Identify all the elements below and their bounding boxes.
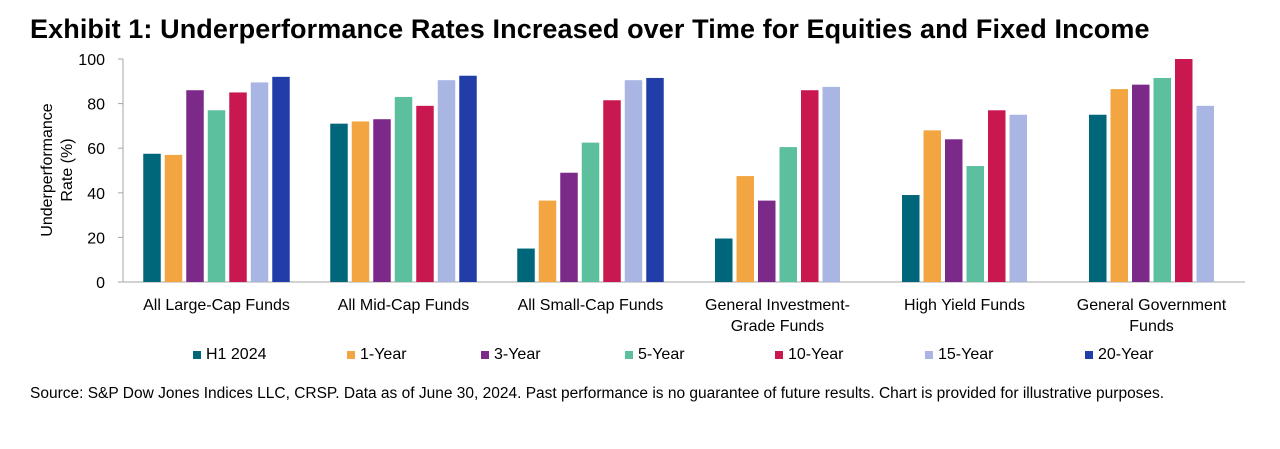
bar-1-year xyxy=(538,200,557,282)
y-tick-label: 100 xyxy=(78,52,105,69)
x-category-label: All Small-Cap Funds xyxy=(518,297,664,314)
bar-1-year xyxy=(164,154,183,282)
source-note: Source: S&P Dow Jones Indices LLC, CRSP.… xyxy=(30,385,1165,402)
legend: H1 2024 1-Year 3-Year 5-Year 10-Year 15-Year 2… xyxy=(0,346,1280,366)
legend-swatch xyxy=(347,351,355,359)
bar-h1-2024 xyxy=(902,195,920,282)
y-tick-label: 40 xyxy=(87,186,105,203)
bar-3-year xyxy=(758,200,776,282)
bar-h1-2024 xyxy=(1089,114,1107,282)
x-category-label: All Large-Cap Funds xyxy=(143,297,290,314)
bar-h1-2024 xyxy=(330,123,348,282)
bar-3-year xyxy=(373,119,391,283)
legend-item: 15-Year xyxy=(925,346,993,364)
legend-swatch xyxy=(481,351,489,359)
x-category-label: General Government Funds xyxy=(1077,297,1227,335)
legend-swatch xyxy=(625,351,633,359)
bar-15-year xyxy=(250,82,269,282)
bar-20-year xyxy=(646,77,664,282)
bar-5-year xyxy=(581,142,600,282)
bar-20-year xyxy=(272,76,290,282)
legend-label: 10-Year xyxy=(788,346,844,363)
bar-5-year xyxy=(966,166,984,282)
x-category-label: General Investment-Grade Funds xyxy=(705,297,850,335)
legend-label: 1-Year xyxy=(360,346,407,363)
legend-item: 10-Year xyxy=(775,346,843,364)
bar-5-year xyxy=(207,110,226,282)
bar-1-year xyxy=(1110,89,1128,282)
legend-item: 1-Year xyxy=(347,346,407,364)
bar-15-year xyxy=(1196,105,1214,282)
bar-5-year xyxy=(394,96,413,282)
bar-15-year xyxy=(822,86,840,282)
bar-h1-2024 xyxy=(143,153,161,282)
bar-10-year xyxy=(988,110,1006,282)
y-axis-label: Underperformance Rate (%) xyxy=(39,103,76,237)
legend-label: 5-Year xyxy=(638,346,685,363)
legend-item: 20-Year xyxy=(1085,346,1153,364)
y-tick-label: 0 xyxy=(96,275,105,292)
bar-1-year xyxy=(923,130,941,282)
legend-item: 3-Year xyxy=(481,346,541,364)
bar-15-year xyxy=(1009,114,1027,282)
bar-5-year xyxy=(1153,77,1171,282)
bar-3-year xyxy=(945,139,963,282)
legend-item: H1 2024 xyxy=(193,346,267,364)
legend-label: 20-Year xyxy=(1098,346,1154,363)
legend-label: 3-Year xyxy=(494,346,541,363)
bar-20-year xyxy=(459,75,477,282)
bar-10-year xyxy=(603,100,621,282)
bar-h1-2024 xyxy=(715,238,733,282)
bar-3-year xyxy=(1132,84,1150,283)
legend-swatch xyxy=(193,351,201,359)
chart-title: Exhibit 1: Underperformance Rates Increa… xyxy=(30,14,1150,44)
y-tick-label: 60 xyxy=(87,141,105,158)
bar-5-year xyxy=(779,147,797,282)
legend-label: H1 2024 xyxy=(206,346,267,363)
bar-10-year xyxy=(801,90,819,282)
bar-10-year xyxy=(229,92,247,282)
bar-1-year xyxy=(351,121,370,282)
bar-10-year xyxy=(1175,59,1193,282)
legend-item: 5-Year xyxy=(625,346,685,364)
legend-swatch xyxy=(1085,351,1093,359)
bar-3-year xyxy=(560,172,578,282)
bar-15-year xyxy=(437,80,456,282)
legend-swatch xyxy=(925,351,933,359)
bar-10-year xyxy=(416,105,434,282)
bar-15-year xyxy=(624,80,643,282)
y-tick-label: 80 xyxy=(87,97,105,114)
bar-3-year xyxy=(186,90,204,282)
bar-1-year xyxy=(736,176,754,282)
y-tick-label: 20 xyxy=(87,230,105,247)
x-category-label: High Yield Funds xyxy=(904,297,1025,314)
legend-label: 15-Year xyxy=(938,346,994,363)
bar-chart: 0 20 40 60 80 100 Underperformance Rate (%) All … xyxy=(39,52,1245,335)
legend-swatch xyxy=(775,351,783,359)
x-category-label: All Mid-Cap Funds xyxy=(338,297,470,314)
bar-h1-2024 xyxy=(517,248,535,282)
